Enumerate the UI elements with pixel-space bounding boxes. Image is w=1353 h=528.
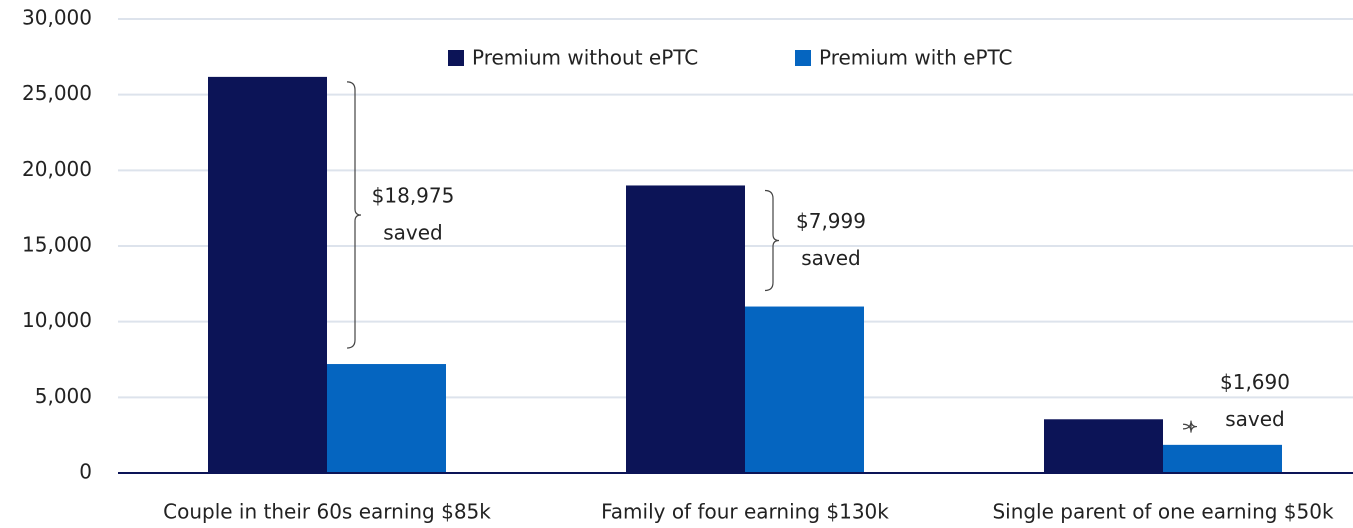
x-tick-label: Family of four earning $130k xyxy=(601,500,889,524)
bar xyxy=(208,76,327,473)
y-tick-label: 5,000 xyxy=(35,384,92,408)
brace xyxy=(1182,420,1198,433)
y-tick-label: 20,000 xyxy=(22,157,92,181)
y-tick-label: 25,000 xyxy=(22,81,92,105)
brace xyxy=(764,189,780,292)
y-tick-label: 10,000 xyxy=(22,308,92,332)
x-tick-label: Couple in their 60s earning $85k xyxy=(163,500,491,524)
annotation-text: saved xyxy=(383,220,443,244)
legend-swatch xyxy=(448,50,464,66)
legend-swatch xyxy=(795,50,811,66)
y-tick-label: 30,000 xyxy=(22,6,92,30)
bar xyxy=(745,306,864,473)
x-tick-label: Single parent of one earning $50k xyxy=(992,500,1334,524)
bar xyxy=(1163,444,1282,473)
y-tick-label: 15,000 xyxy=(22,233,92,257)
legend-label: Premium with ePTC xyxy=(819,46,1013,70)
bar xyxy=(626,185,745,473)
bar xyxy=(327,364,446,473)
brace xyxy=(346,81,362,349)
annotation-text: $7,999 xyxy=(796,209,866,233)
annotation-text: $1,690 xyxy=(1220,370,1290,394)
annotation-text: saved xyxy=(801,246,861,270)
annotation-text: saved xyxy=(1225,407,1285,431)
legend-label: Premium without ePTC xyxy=(472,46,698,70)
annotation-text: $18,975 xyxy=(372,183,455,207)
bar xyxy=(1044,419,1163,473)
y-tick-label: 0 xyxy=(79,460,92,484)
